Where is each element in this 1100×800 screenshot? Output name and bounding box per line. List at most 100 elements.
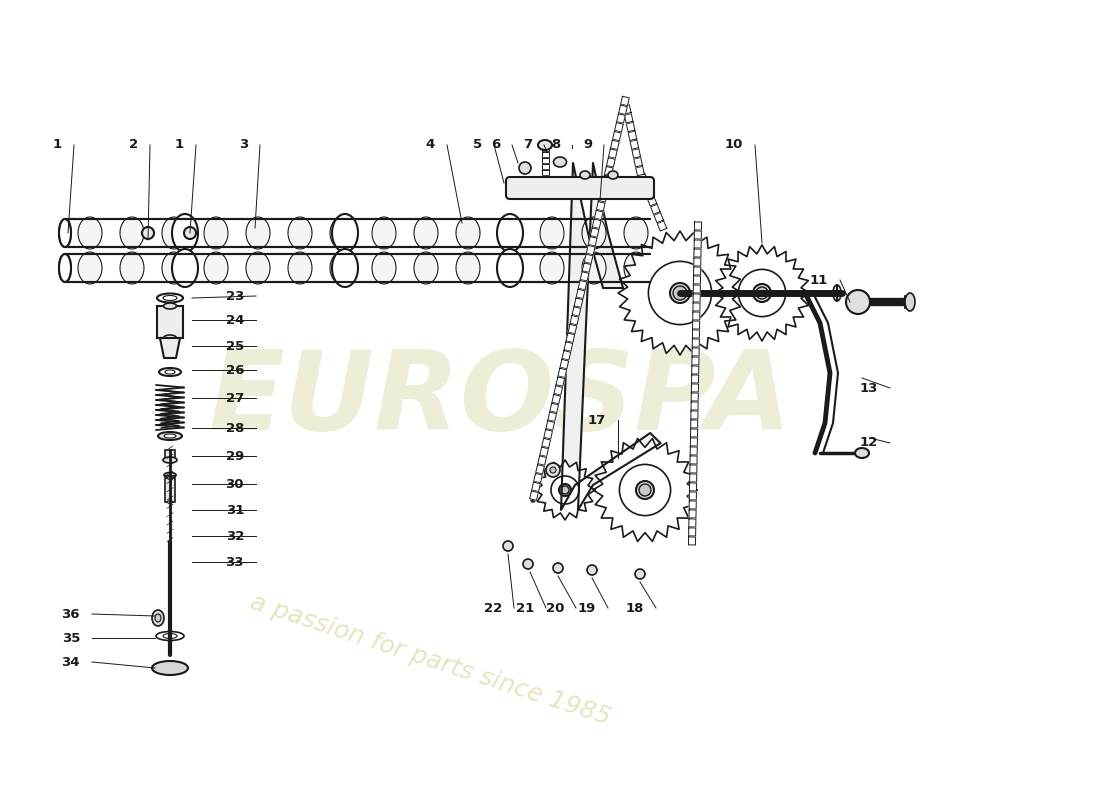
Polygon shape xyxy=(691,402,698,410)
Text: 34: 34 xyxy=(62,655,80,669)
Text: 21: 21 xyxy=(516,602,534,614)
Polygon shape xyxy=(692,330,700,338)
Ellipse shape xyxy=(120,217,144,249)
Ellipse shape xyxy=(553,157,566,167)
Ellipse shape xyxy=(559,484,571,496)
Polygon shape xyxy=(634,158,642,167)
Ellipse shape xyxy=(456,217,480,249)
Ellipse shape xyxy=(156,631,184,641)
Ellipse shape xyxy=(636,481,654,499)
Ellipse shape xyxy=(330,217,354,249)
Circle shape xyxy=(639,484,651,496)
Polygon shape xyxy=(691,438,697,446)
Ellipse shape xyxy=(165,370,175,374)
Circle shape xyxy=(673,286,688,300)
Ellipse shape xyxy=(624,217,648,249)
Text: 4: 4 xyxy=(426,138,434,151)
Text: EUROSPA: EUROSPA xyxy=(208,346,792,454)
Text: 2: 2 xyxy=(129,138,138,151)
Polygon shape xyxy=(603,175,612,185)
Polygon shape xyxy=(644,187,653,198)
Text: 10: 10 xyxy=(725,138,742,151)
Circle shape xyxy=(184,227,196,239)
Circle shape xyxy=(550,467,556,473)
Polygon shape xyxy=(566,333,574,342)
Polygon shape xyxy=(625,114,632,123)
Ellipse shape xyxy=(582,252,606,284)
Polygon shape xyxy=(693,312,700,320)
Polygon shape xyxy=(608,149,617,158)
Text: 31: 31 xyxy=(226,503,244,517)
Polygon shape xyxy=(596,202,605,211)
Text: 24: 24 xyxy=(226,314,244,326)
Text: 28: 28 xyxy=(226,422,244,434)
Ellipse shape xyxy=(670,283,690,303)
Text: 23: 23 xyxy=(226,290,244,302)
Ellipse shape xyxy=(167,501,173,503)
Polygon shape xyxy=(543,430,552,439)
Text: 33: 33 xyxy=(226,555,244,569)
Ellipse shape xyxy=(172,249,198,287)
Polygon shape xyxy=(650,204,660,214)
Ellipse shape xyxy=(330,252,354,284)
Polygon shape xyxy=(690,474,696,482)
Ellipse shape xyxy=(172,214,198,252)
Polygon shape xyxy=(689,528,696,536)
Ellipse shape xyxy=(624,252,648,284)
Polygon shape xyxy=(692,366,698,374)
Polygon shape xyxy=(594,210,603,220)
Polygon shape xyxy=(598,193,607,202)
Ellipse shape xyxy=(288,217,312,249)
Text: 35: 35 xyxy=(62,631,80,645)
Polygon shape xyxy=(714,245,810,341)
Ellipse shape xyxy=(414,252,438,284)
Polygon shape xyxy=(615,122,624,132)
Polygon shape xyxy=(560,359,569,369)
Text: 19: 19 xyxy=(578,602,596,614)
Polygon shape xyxy=(554,386,562,395)
Ellipse shape xyxy=(855,448,869,458)
Text: 22: 22 xyxy=(484,602,502,614)
Polygon shape xyxy=(690,492,696,500)
Polygon shape xyxy=(692,357,698,365)
Polygon shape xyxy=(536,465,544,474)
Polygon shape xyxy=(693,294,701,302)
Polygon shape xyxy=(584,254,593,263)
Polygon shape xyxy=(689,510,696,518)
Polygon shape xyxy=(588,237,597,246)
Ellipse shape xyxy=(164,303,176,309)
Polygon shape xyxy=(689,519,696,527)
Ellipse shape xyxy=(456,252,480,284)
Polygon shape xyxy=(534,474,542,482)
Polygon shape xyxy=(540,447,549,457)
Circle shape xyxy=(519,162,531,174)
Polygon shape xyxy=(541,175,549,181)
Polygon shape xyxy=(556,377,564,386)
Polygon shape xyxy=(568,324,576,334)
Ellipse shape xyxy=(754,284,771,302)
Polygon shape xyxy=(691,411,698,419)
Ellipse shape xyxy=(167,477,173,479)
Ellipse shape xyxy=(498,252,522,284)
Polygon shape xyxy=(601,184,609,194)
Ellipse shape xyxy=(332,214,358,252)
Text: a passion for parts since 1985: a passion for parts since 1985 xyxy=(246,590,614,730)
Polygon shape xyxy=(591,228,600,238)
Text: 3: 3 xyxy=(239,138,248,151)
Ellipse shape xyxy=(157,294,183,302)
Polygon shape xyxy=(693,321,700,329)
Text: 32: 32 xyxy=(226,530,244,542)
Polygon shape xyxy=(691,393,698,401)
Text: 13: 13 xyxy=(859,382,878,394)
Bar xyxy=(165,478,175,502)
Polygon shape xyxy=(692,339,700,347)
Polygon shape xyxy=(653,213,663,222)
Ellipse shape xyxy=(164,473,176,478)
Circle shape xyxy=(738,270,785,317)
Ellipse shape xyxy=(155,614,161,622)
Text: 7: 7 xyxy=(522,138,532,151)
Ellipse shape xyxy=(163,457,177,463)
Ellipse shape xyxy=(120,252,144,284)
Ellipse shape xyxy=(59,254,72,282)
Circle shape xyxy=(619,465,671,515)
